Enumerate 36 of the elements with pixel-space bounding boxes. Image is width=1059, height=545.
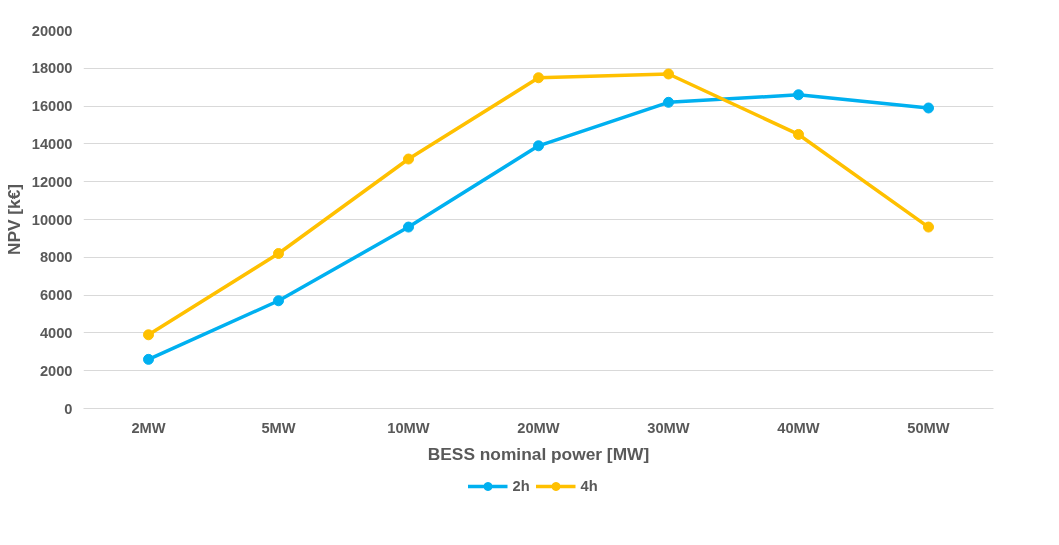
x-tick-label: 2MW	[131, 419, 166, 436]
point	[143, 329, 154, 341]
point	[923, 221, 934, 233]
point	[533, 140, 544, 152]
y-tick-label: 8000	[39, 249, 73, 266]
point	[663, 68, 674, 80]
legend-label: 2h	[512, 478, 531, 494]
x-tick-label: 20MW	[517, 419, 560, 436]
point	[403, 221, 414, 233]
x-tick-label: 40MW	[777, 419, 820, 436]
legend-label: 4h	[580, 478, 599, 494]
y-tick-label: 14000	[31, 135, 73, 152]
point	[273, 295, 284, 307]
point	[403, 153, 414, 165]
x-tick-label: 30MW	[647, 419, 690, 436]
point	[793, 89, 804, 101]
point	[793, 128, 804, 140]
x-tick-label: 50MW	[907, 419, 950, 436]
y-tick-label: 0	[64, 400, 73, 417]
point	[663, 96, 674, 108]
point	[143, 353, 154, 365]
y-tick-label: 2000	[39, 362, 73, 379]
x-axis-title: BESS nominal power [MW]	[427, 443, 650, 464]
point	[923, 102, 934, 114]
y-tick-label: 20000	[31, 22, 73, 39]
y-tick-label: 4000	[39, 324, 73, 341]
y-tick-label: 6000	[39, 287, 73, 304]
y-tick-label: 18000	[31, 60, 73, 77]
point	[273, 248, 284, 260]
point	[533, 72, 544, 84]
y-tick-label: 16000	[31, 98, 73, 115]
x-tick-label: 10MW	[387, 419, 430, 436]
y-axis-title: NPV [k€]	[3, 183, 24, 256]
x-tick-label: 5MW	[261, 419, 296, 436]
y-tick-label: 12000	[31, 173, 73, 190]
y-tick-label: 10000	[31, 211, 73, 228]
